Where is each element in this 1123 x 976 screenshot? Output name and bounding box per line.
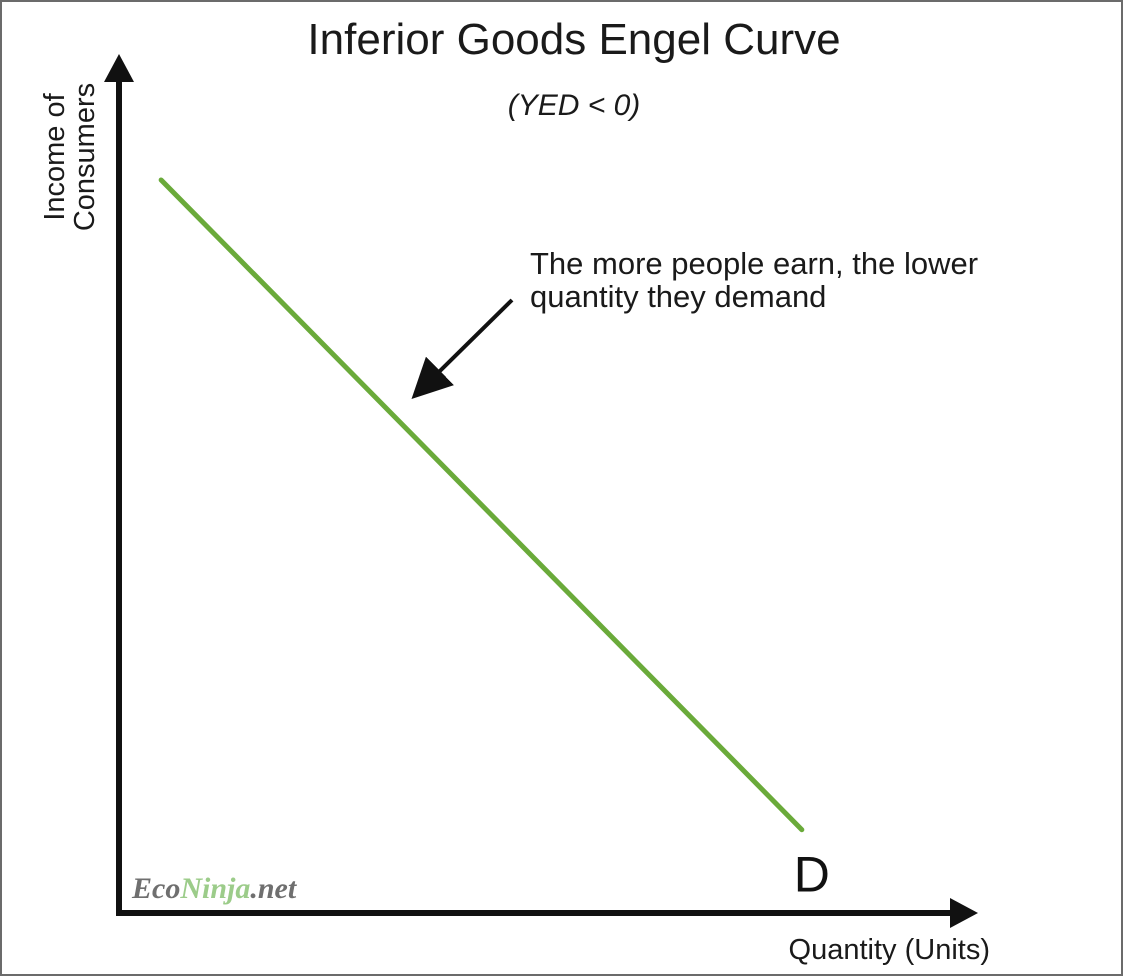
engel-curve-line [158, 177, 805, 833]
annotation-line-2: quantity they demand [530, 279, 826, 314]
watermark-part-ninja: Ninja [179, 872, 250, 905]
curve-label-d: D [794, 847, 830, 903]
chart-subtitle: (YED < 0) [508, 89, 641, 122]
y-axis-label-line2: Consumers [69, 83, 101, 231]
x-axis-label: Quantity (Units) [789, 934, 990, 966]
chart-title: Inferior Goods Engel Curve [307, 15, 840, 64]
econinja-watermark: EcoNinja.net [131, 872, 298, 905]
y-axis-label: Income of Consumers [39, 83, 101, 231]
y-axis-arrowhead [104, 54, 134, 82]
watermark-part-eco: Eco [131, 872, 180, 905]
annotation-arrow [411, 298, 514, 399]
x-axis-arrowhead [950, 898, 978, 928]
y-axis-label-line1: Income of [39, 92, 71, 220]
annotation-line-1: The more people earn, the lower [530, 246, 978, 281]
watermark-part-net: .net [250, 872, 298, 905]
